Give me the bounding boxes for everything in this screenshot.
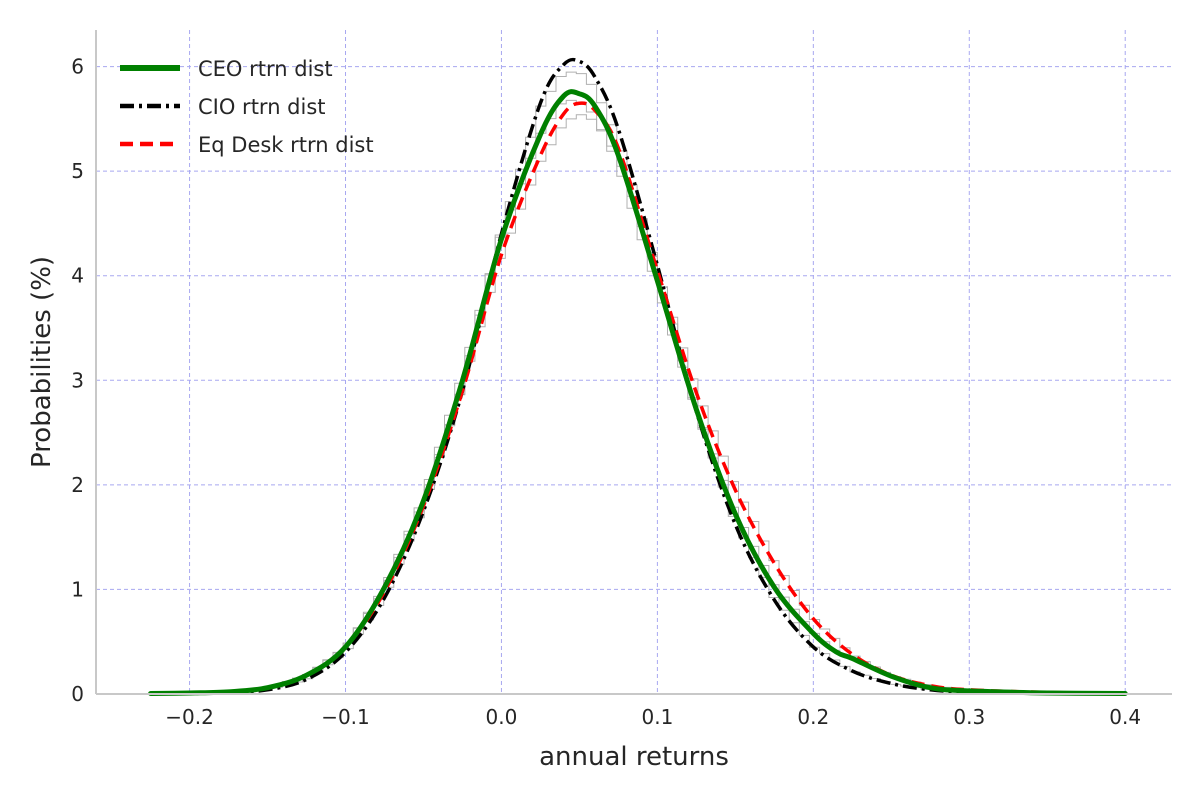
y-tick-label: 6: [71, 55, 84, 79]
legend-label-3: Eq Desk rtrn dist: [198, 133, 374, 157]
x-axis-label: annual returns: [539, 742, 729, 772]
y-tick-label: 0: [71, 682, 84, 706]
x-tick-label: 0.1: [641, 705, 673, 729]
axes: [95, 30, 1172, 695]
x-tick-label: 0.3: [953, 705, 985, 729]
series-line-2: [150, 57, 1126, 696]
series-lines: [148, 57, 1128, 696]
histogram-step-3: [150, 114, 1134, 695]
histogram-step-2: [150, 71, 1134, 695]
legend-label-1: CEO rtrn dist: [198, 57, 333, 81]
y-tick-label: 2: [71, 473, 84, 497]
legend-label-2: CIO rtrn dist: [198, 95, 326, 119]
histogram-step-1: [150, 99, 1134, 695]
x-tick-label: −0.1: [321, 705, 370, 729]
y-tick-label: 3: [71, 368, 84, 392]
histogram-steps: [150, 71, 1134, 695]
y-tick-label: 1: [71, 577, 84, 601]
x-tick-label: 0.4: [1109, 705, 1141, 729]
x-tick-labels: −0.2 −0.1 0.0 0.1 0.2 0.3 0.4: [165, 705, 1141, 729]
y-axis-label: Probabilities (%): [27, 256, 57, 468]
x-tick-label: 0.0: [486, 705, 518, 729]
grid-lines: [96, 30, 1172, 694]
y-tick-label: 4: [71, 264, 84, 288]
x-tick-label: 0.2: [797, 705, 829, 729]
y-tick-labels: 0 1 2 3 4 5 6: [71, 55, 84, 706]
y-tick-label: 5: [71, 159, 84, 183]
series-line-1: [148, 89, 1128, 696]
legend: CEO rtrn dist CIO rtrn dist Eq Desk rtrn d…: [120, 57, 374, 157]
x-tick-label: −0.2: [165, 705, 214, 729]
